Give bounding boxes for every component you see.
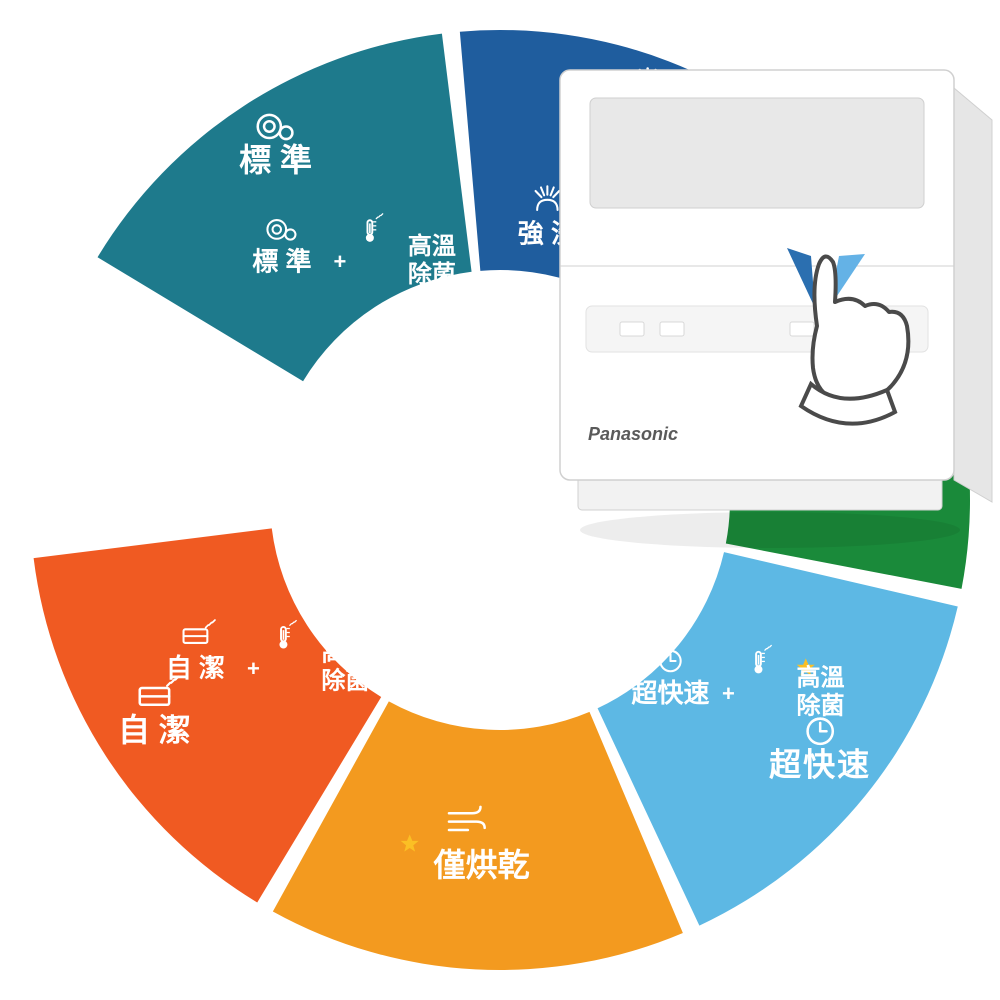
label: 僅烘乾 (433, 847, 530, 883)
brand-label: Panasonic (588, 424, 678, 444)
label: 除菌 (321, 666, 369, 694)
label: 除菌 (796, 691, 844, 719)
appliance: Panasonic (560, 70, 992, 548)
segment-standard (98, 34, 472, 382)
label: 標 準 (239, 142, 312, 178)
label: 超快速 (769, 747, 871, 783)
label: 高溫 (408, 232, 456, 260)
label: + (333, 249, 346, 274)
label: 高溫 (796, 663, 844, 691)
label: 超快速 (631, 678, 709, 708)
infographic: 標 準標 準+高溫除菌強洗強 洗+高溫除菌節 能節 能+高溫除菌超快速超快速+高… (0, 0, 1000, 1000)
label: 自 潔 (166, 653, 225, 683)
label: 高溫 (321, 638, 369, 666)
label: + (247, 656, 260, 681)
label: 自 潔 (118, 712, 191, 748)
label: 標 準 (252, 246, 311, 276)
label: 除菌 (408, 260, 456, 288)
label: + (722, 681, 735, 706)
